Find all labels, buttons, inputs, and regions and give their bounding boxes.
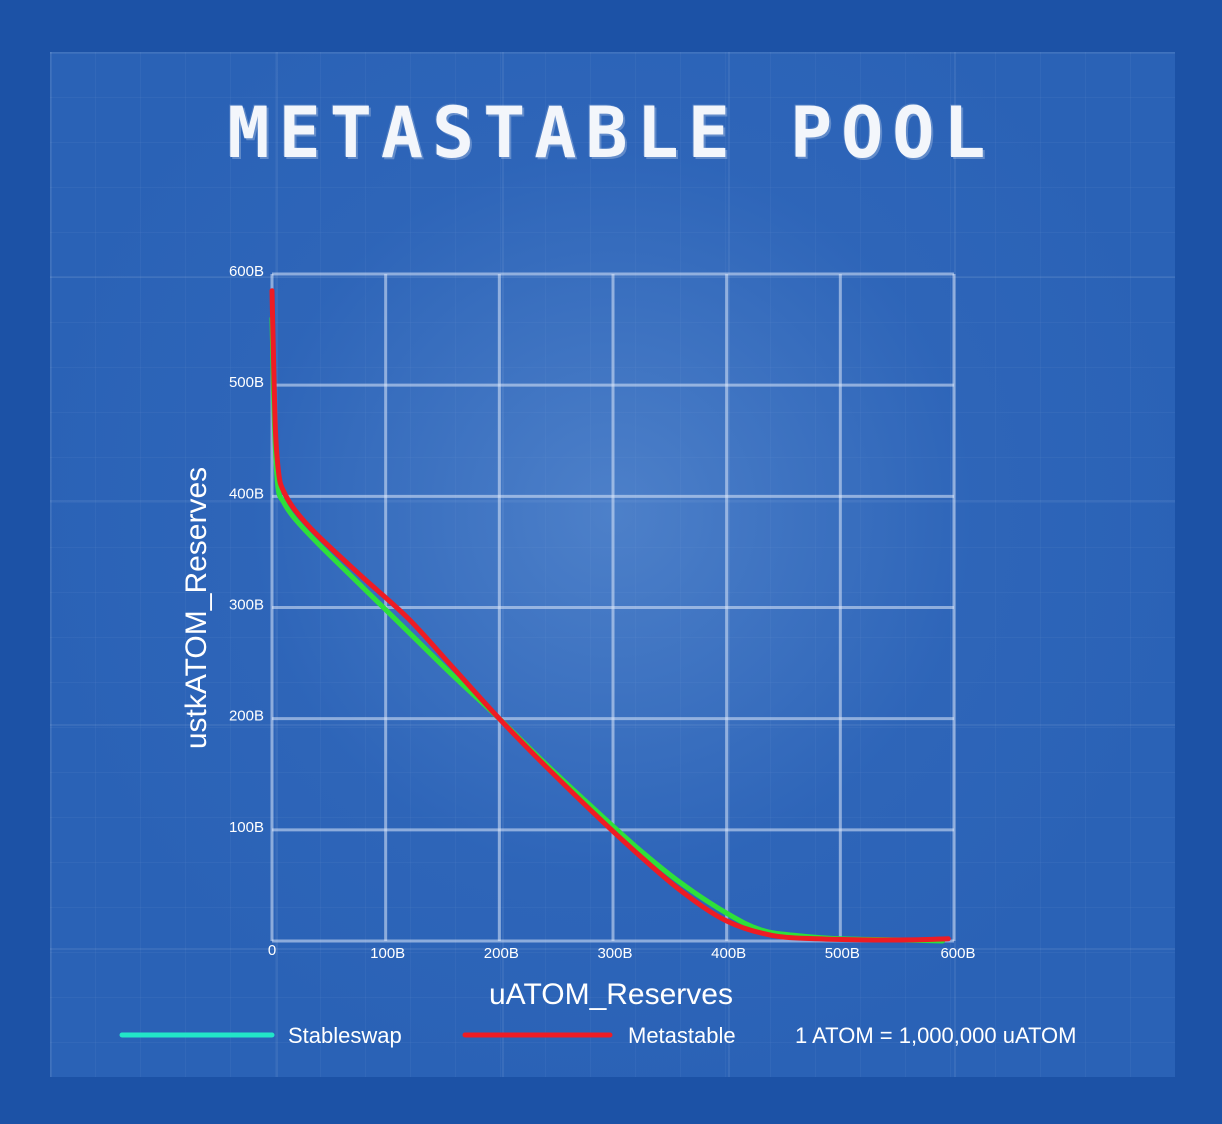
y-tick-label: 300B <box>229 597 264 614</box>
x-tick-label: 100B <box>370 945 405 962</box>
y-tick-label: 400B <box>229 485 264 502</box>
x-tick-label: 300B <box>597 945 632 962</box>
y-axis-label: ustkATOM_Reserves <box>180 467 213 749</box>
conversion-note: 1 ATOM = 1,000,000 uATOM <box>795 1023 1076 1048</box>
legend-stableswap-label: Stableswap <box>288 1023 402 1048</box>
legend-metastable-label: Metastable <box>628 1023 736 1048</box>
series-line-metastable <box>269 288 951 943</box>
x-tick-label: 200B <box>484 945 519 962</box>
legend: Stableswap Metastable 1 ATOM = 1,000,000… <box>119 1023 1076 1048</box>
y-tick-label: 100B <box>229 819 264 836</box>
y-tick-label: 600B <box>229 263 264 280</box>
y-tick-label: 500B <box>229 374 264 391</box>
x-tick-label: 500B <box>825 945 860 962</box>
x-tick-label: 400B <box>711 945 746 962</box>
x-tick-label: 600B <box>940 945 975 962</box>
x-axis-label: uATOM_Reserves <box>489 978 733 1011</box>
series-lines <box>269 288 951 944</box>
series-line-stableswap <box>269 316 946 944</box>
chart-title: METASTABLE POOL <box>227 92 995 174</box>
y-tick-label: 200B <box>229 708 264 725</box>
grid-lines <box>270 272 956 943</box>
x-tick-label: 0 <box>268 942 276 959</box>
tick-labels: 0 100B 200B 300B 400B 500B 600B 100B 200B 300B 400… <box>229 263 976 962</box>
